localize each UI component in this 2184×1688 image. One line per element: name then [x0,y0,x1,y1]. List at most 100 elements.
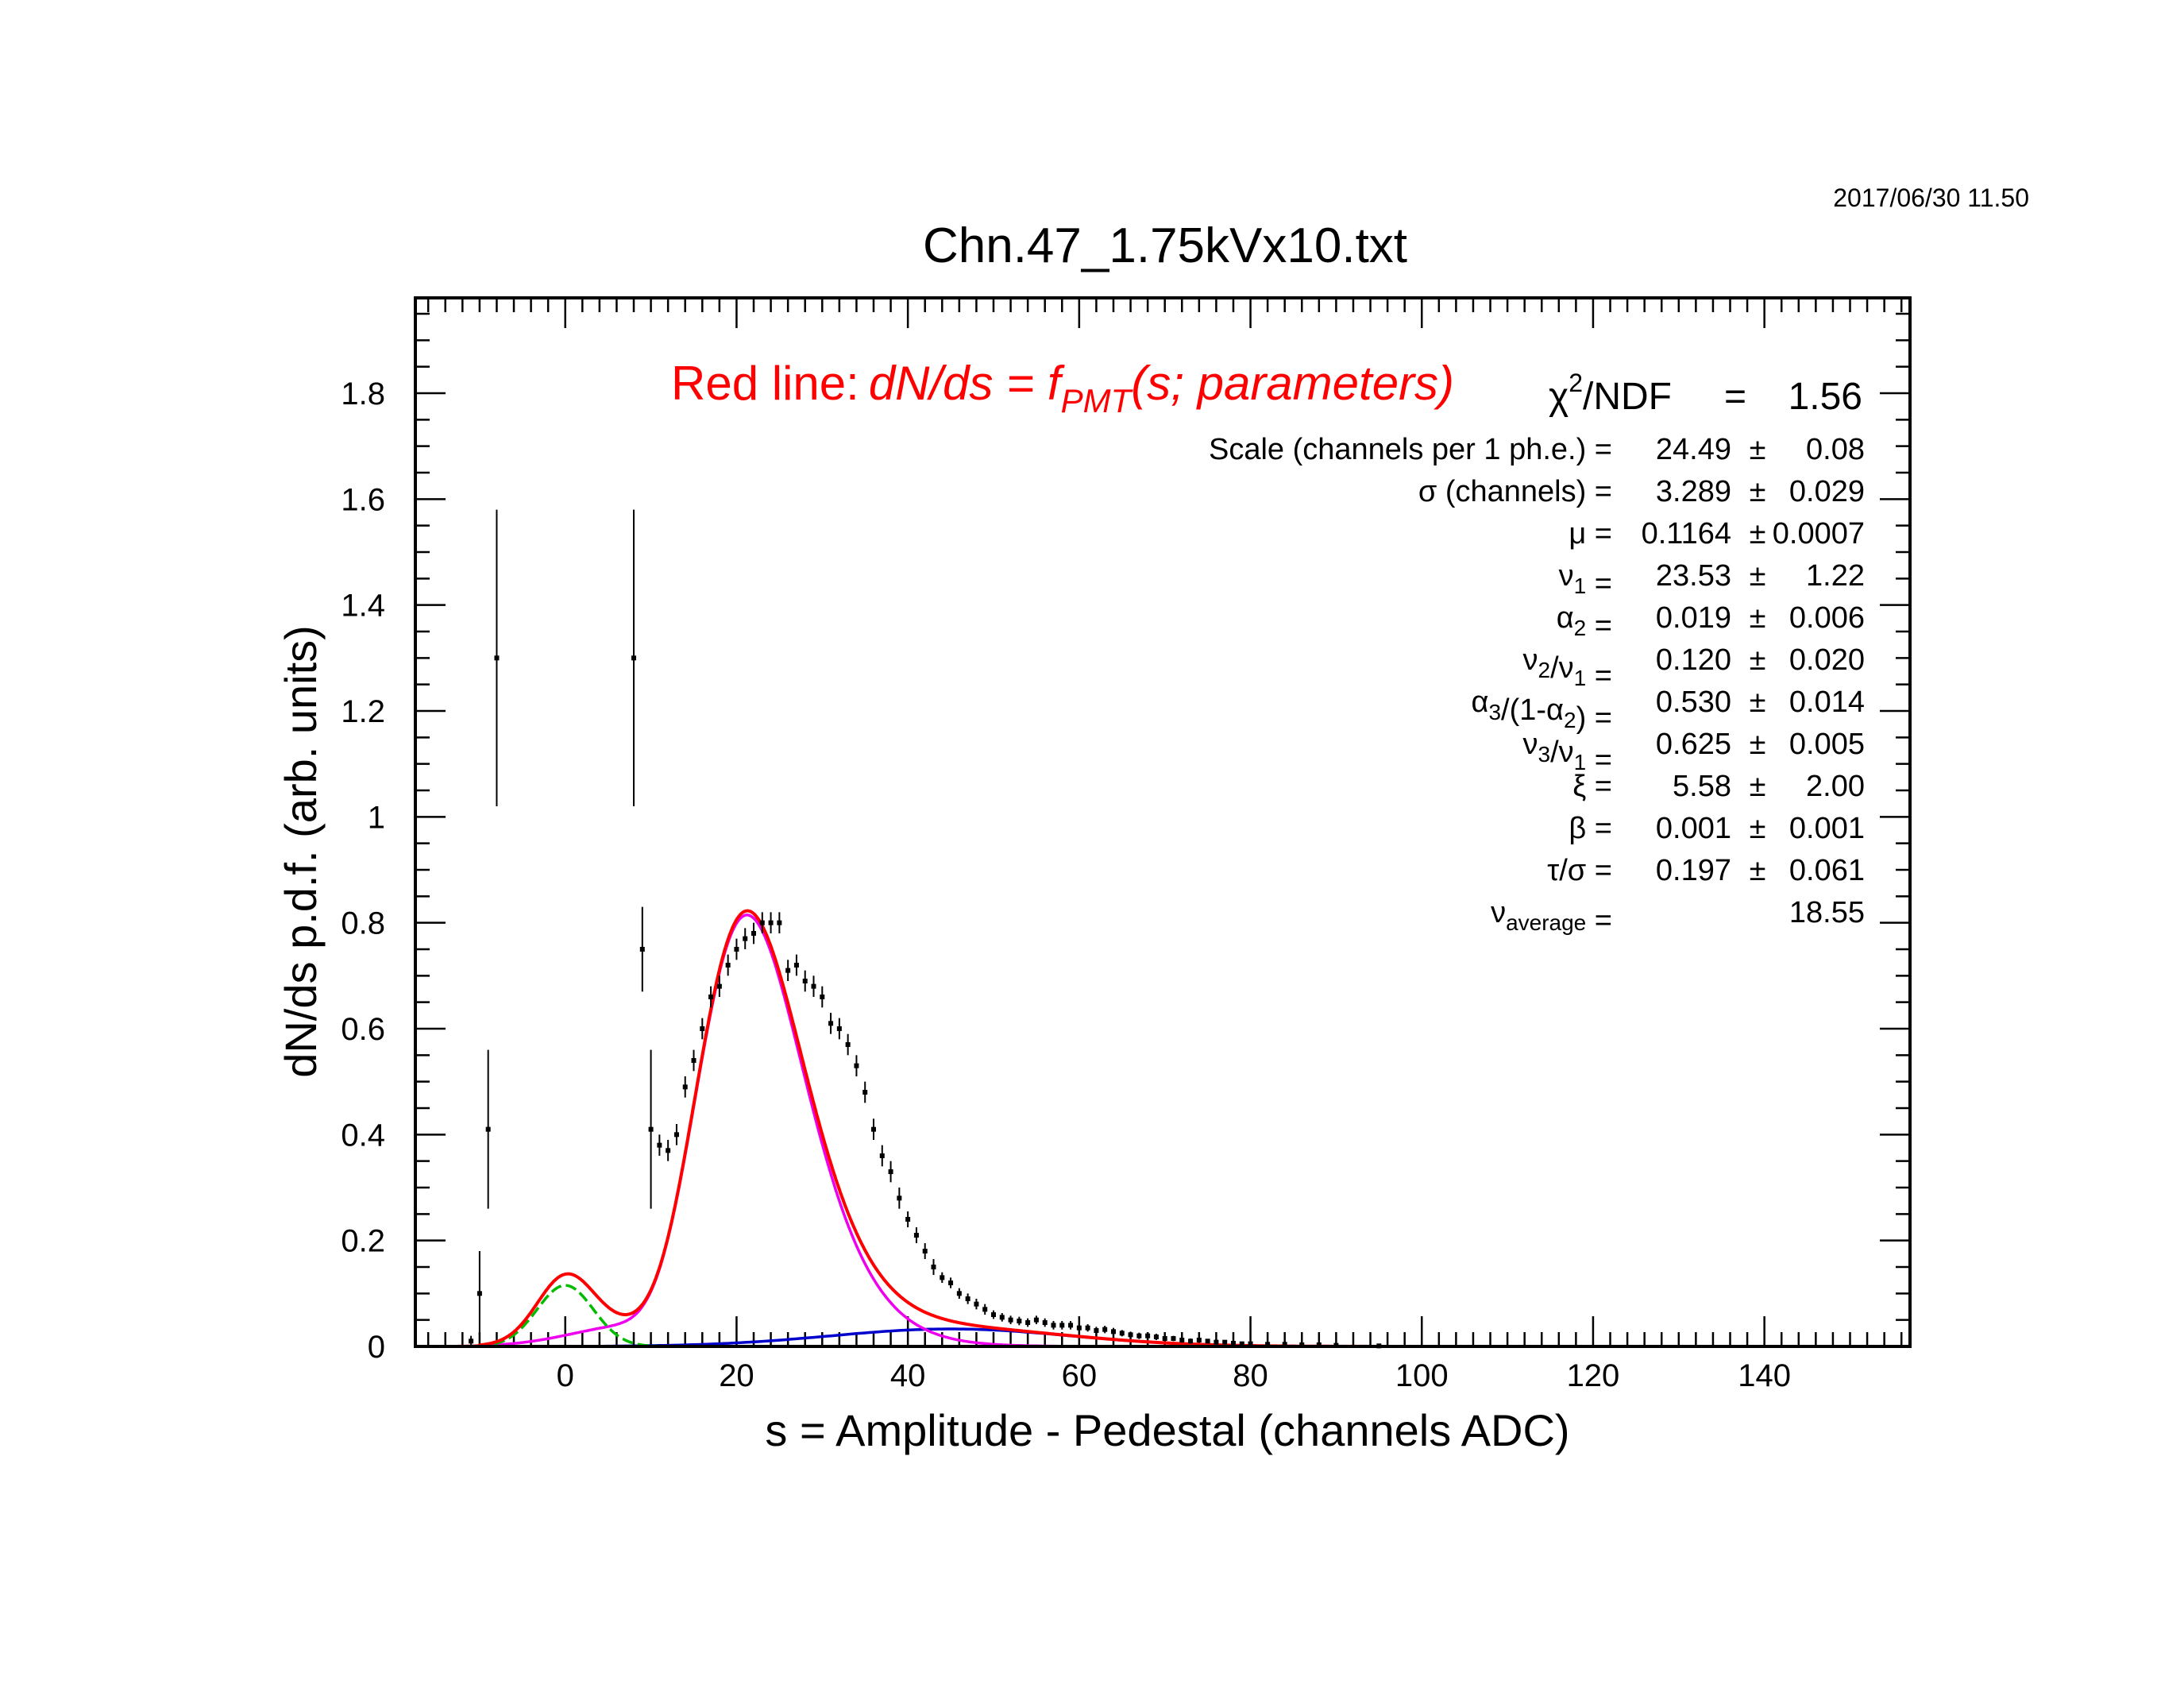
plot-frame [414,296,1912,1348]
data-point [1282,1342,1287,1347]
data-point [673,1132,679,1138]
data-point [1230,1341,1236,1346]
fit-param-value: 18.55 [1789,896,1865,929]
data-point [1171,1336,1176,1341]
fit-param-value: 0.197 [1656,854,1731,887]
data-point [1136,1333,1142,1338]
x-tick-label: 40 [890,1358,926,1393]
fit-param-subscript: 2 [1574,616,1587,640]
data-point [871,1126,877,1132]
fit-param-text: ν [1523,728,1538,761]
fit-param-subscript: average [1506,910,1586,935]
fit-param-pm: ± [1750,686,1766,719]
data-point [965,1296,970,1301]
data-point [1196,1338,1202,1342]
fit-param-error: 0.061 [1789,854,1865,887]
data-point [708,995,714,999]
data-point [905,1217,911,1222]
data-point [777,920,782,925]
fit-param-pm: ± [1750,812,1766,845]
fit-param-text: /(1-α [1501,693,1564,727]
data-point [793,963,799,968]
chi2-value: 1.56 [1788,376,1862,418]
fit-param-pm: ± [1750,601,1766,635]
data-point [1085,1325,1090,1331]
fit-param-subscript: 2 [1538,658,1551,682]
fit-param-value: 0.001 [1656,812,1731,845]
data-point [725,963,731,968]
data-point [922,1249,928,1253]
fit-param-text: ν [1559,559,1574,593]
y-tick-label: 1 [368,800,385,835]
red-line-annotation: Red line: dN/ds = fPMT(s; parameters) [671,357,1454,419]
x-tick-label: 80 [1233,1358,1268,1393]
data-point [785,968,791,973]
data-point [648,1126,654,1132]
x-tick-label: 60 [1062,1358,1098,1393]
data-point [743,936,748,941]
data-point [845,1042,851,1047]
fit-param-value: 0.019 [1656,601,1731,635]
fit-param-label: Scale (channels per 1 ph.e.) = [1209,433,1612,466]
fit-param-subscript: 1 [1574,666,1587,690]
fit-param-text: Scale (channels per 1 ph.e.) = [1209,433,1612,466]
data-point [469,1338,474,1344]
y-tick-label: 1.8 [341,377,385,411]
data-point [631,655,637,661]
fit-param-error: 0.08 [1806,433,1865,466]
annotation-subscript: PMT [1061,382,1134,419]
y-tick-label: 1.6 [341,482,385,517]
fit-param-error: 0.014 [1789,686,1865,719]
data-point [1119,1331,1125,1336]
fit-curves [457,909,1508,1346]
y-tick-label: 0 [368,1330,385,1365]
fit-param-text: ξ = [1572,770,1612,803]
data-points [469,509,1382,1349]
data-point [639,947,645,952]
data-point [1222,1339,1228,1345]
fit-param-text: σ (channels) = [1418,475,1612,508]
data-point [1042,1320,1048,1325]
data-point [1265,1342,1271,1347]
y-tick-label: 0.6 [341,1012,385,1047]
data-point [1239,1341,1244,1346]
fit-param-text: /ν [1550,651,1574,685]
data-point [1145,1333,1151,1338]
fit-param-text: = [1586,609,1612,643]
data-point [1205,1338,1210,1344]
fit-param-label: νaverage = [1491,896,1612,937]
fit-param-error: 1.22 [1806,559,1865,593]
fit-param-label: μ = [1569,517,1612,550]
y-tick-label: 0.4 [341,1118,385,1153]
data-point [485,1126,491,1132]
fit-param-pm: ± [1750,854,1766,887]
data-point [768,920,774,925]
y-tick-label: 1.2 [341,694,385,729]
fit-param-error: 0.001 [1789,812,1865,845]
data-point [836,1026,842,1031]
fit-param-text: ) = [1576,701,1612,735]
chi2-symbol: χ [1549,376,1569,418]
data-point [974,1301,979,1307]
fit-param-text: ν [1523,643,1538,677]
data-point [1076,1325,1082,1331]
data-point [1025,1320,1031,1325]
data-point [931,1265,936,1269]
data-point [1214,1339,1219,1345]
data-point [940,1275,945,1280]
fit-param-value: 3.289 [1656,475,1731,508]
fit-param-pm: ± [1750,728,1766,761]
fit-param-value: 24.49 [1656,433,1731,466]
data-point [1033,1317,1039,1323]
fit-param-subscript: 2 [1564,708,1576,732]
data-point [1068,1323,1074,1328]
chi2-ndf: /NDF [1583,376,1672,418]
y-axis-label: dN/ds p.d.f. (arb. units) [276,625,326,1078]
data-point [802,979,808,983]
chi2-label: χ2/NDF [1549,369,1672,418]
data-point [982,1307,988,1312]
data-point [494,655,500,661]
data-point [913,1233,919,1238]
fit-param-error: 0.020 [1789,643,1865,677]
